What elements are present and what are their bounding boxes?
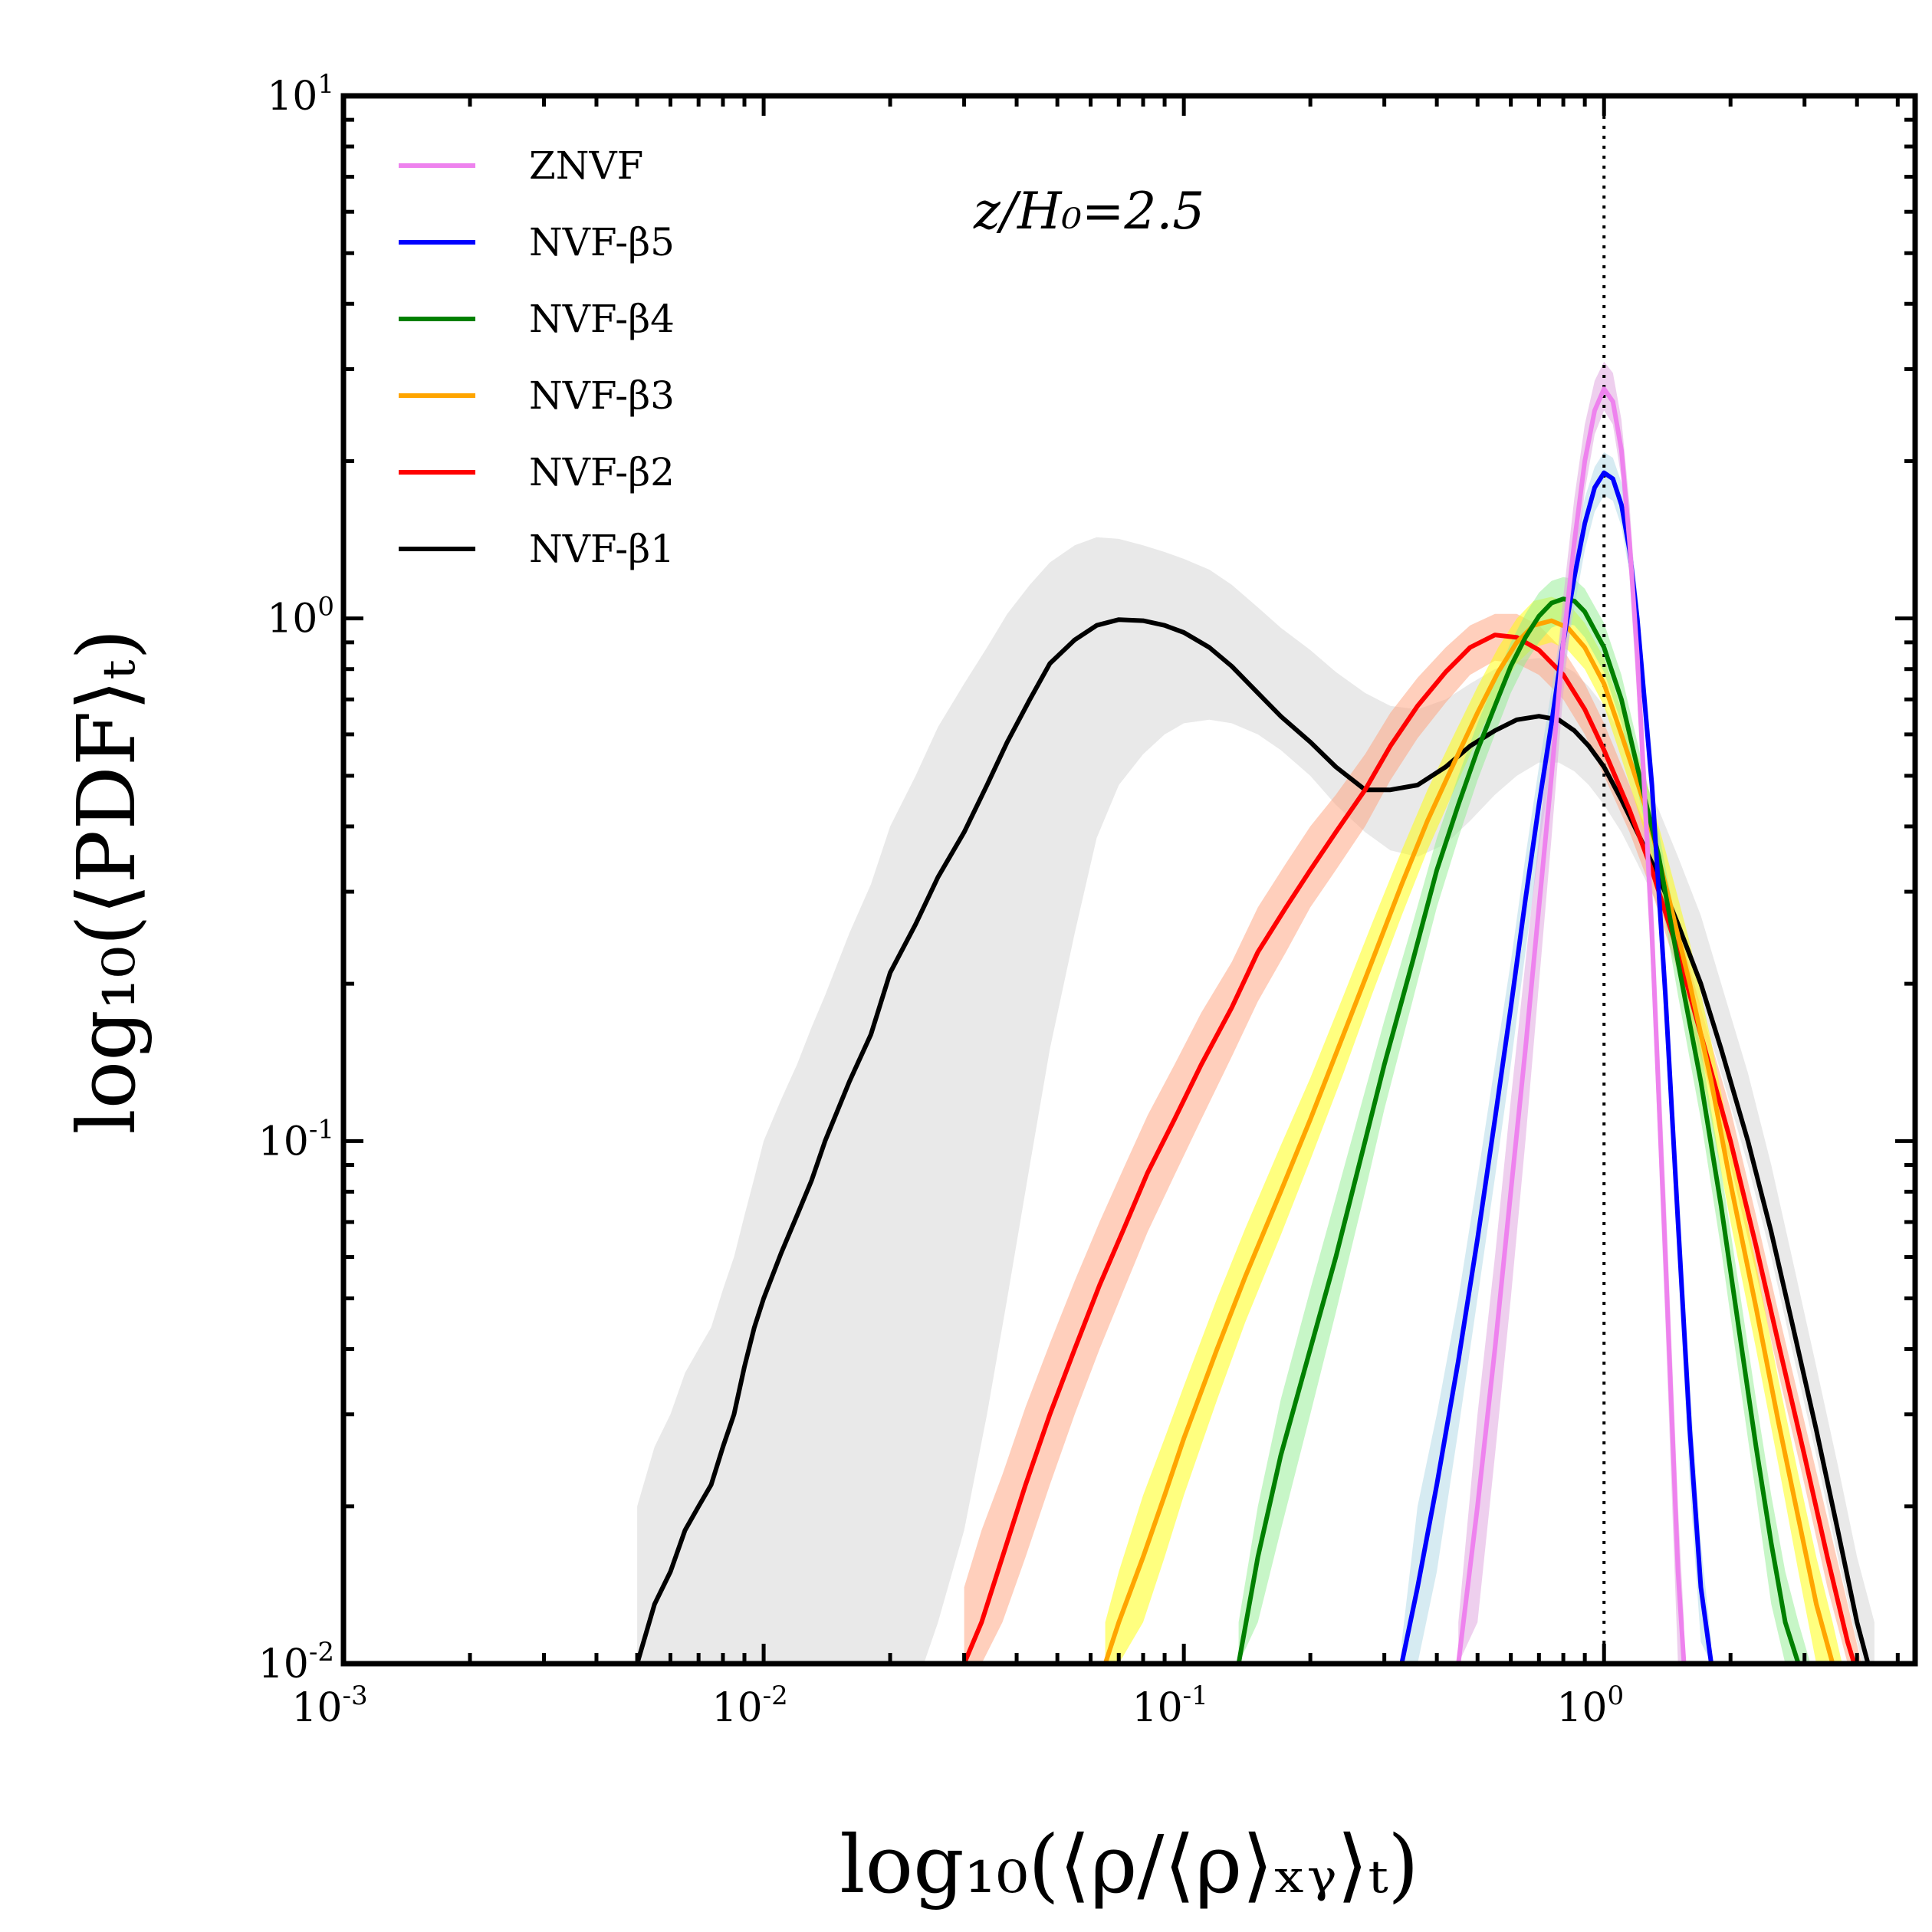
series-line-nvf-2 bbox=[961, 632, 1857, 1664]
x-axis-label: log₁₀(⟨ρ/⟨ρ⟩ₓᵧ⟩ₜ) bbox=[840, 1818, 1418, 1911]
legend-label: NVF-β3 bbox=[529, 373, 675, 418]
legend-label: NVF-β2 bbox=[529, 450, 675, 495]
x-tick-label: 10-2 bbox=[711, 1681, 787, 1731]
band-nvf-1 bbox=[637, 537, 1875, 1664]
series-line-nvf-5 bbox=[1399, 470, 1714, 1664]
y-tick-label: 10-1 bbox=[258, 1114, 334, 1165]
legend-label: NVF-β4 bbox=[529, 297, 675, 341]
legend-label: ZNVF bbox=[529, 143, 643, 188]
confidence-bands bbox=[637, 361, 1875, 1664]
series-lines bbox=[635, 386, 1871, 1664]
y-tick-label: 101 bbox=[267, 69, 334, 120]
legend-label: NVF-β5 bbox=[529, 220, 675, 264]
axis-ticks bbox=[341, 94, 1915, 1666]
series-line-znvf bbox=[1456, 386, 1687, 1664]
band-nvf-2 bbox=[964, 613, 1862, 1664]
x-tick-label: 10-3 bbox=[291, 1681, 367, 1731]
x-tick-label: 10-1 bbox=[1132, 1681, 1208, 1731]
annotation-label: z/H₀=2.5 bbox=[973, 182, 1204, 241]
x-tick-label: 100 bbox=[1556, 1681, 1624, 1731]
series-line-nvf-4 bbox=[1236, 596, 1801, 1664]
y-tick-label: 10-2 bbox=[258, 1637, 334, 1687]
plot-frame bbox=[340, 93, 1918, 1667]
band-znvf bbox=[1458, 361, 1684, 1664]
legend: ZNVF NVF-β5 NVF-β4 NVF-β3 NVF-β2 NVF-β1 bbox=[399, 143, 675, 571]
y-tick-label: 100 bbox=[267, 592, 334, 642]
y-axis-label: log₁₀(⟨PDF⟩ₜ) bbox=[60, 629, 153, 1134]
legend-label: NVF-β1 bbox=[529, 527, 675, 571]
